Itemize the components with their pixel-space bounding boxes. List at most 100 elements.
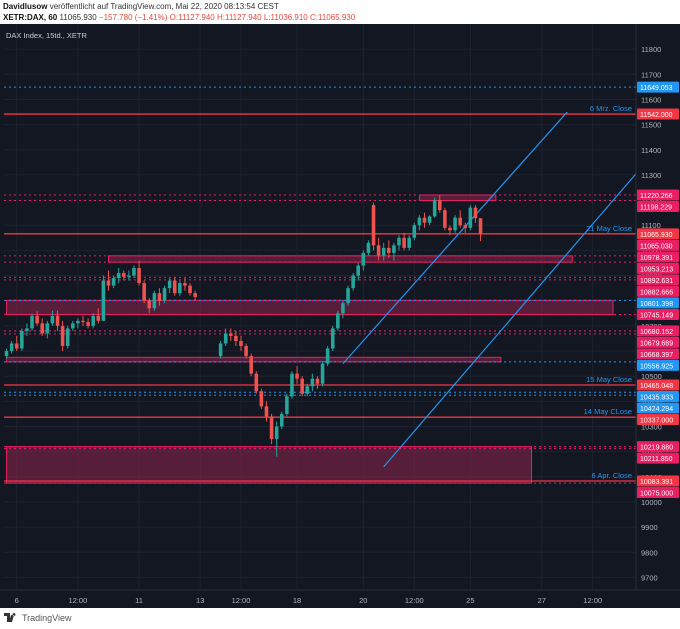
symbol-interval: XETR:DAX, 60 [3, 13, 58, 22]
ohlc-values: O:11127.940 H:11127.940 L:11036.910 C:11… [169, 13, 356, 22]
price-tag-label: 10882.666 [640, 289, 673, 296]
price-tag-label: 11542.000 [640, 112, 673, 119]
candle-body [320, 363, 325, 384]
price-chart[interactable]: 6 Mrz. Close 21 May Close 15 May Close 14 M… [0, 24, 680, 608]
close-level-label: 21 May Close [586, 224, 632, 233]
candle-body [40, 323, 45, 334]
candle-body [300, 378, 304, 394]
close-level-label: 14 May CLose [584, 407, 632, 416]
candle-body [305, 386, 310, 394]
candle-body [81, 320, 85, 323]
candle-body [193, 293, 197, 297]
close-level-label: 6 Apr. Close [592, 471, 632, 480]
candle-body [336, 313, 340, 329]
price-tag-label: 10075.000 [640, 490, 673, 497]
candle-body [172, 280, 177, 294]
price-tag-label: 10978.391 [640, 255, 673, 262]
candle-body [65, 328, 70, 346]
candle-body [402, 237, 406, 248]
price-tag-label: 10424.294 [640, 406, 673, 413]
x-tick-label: 13 [196, 596, 204, 605]
x-tick-label: 18 [293, 596, 301, 605]
candle-body [244, 345, 248, 357]
close-level-label: 15 May Close [586, 375, 632, 384]
candle-body [111, 278, 116, 286]
candle-body [229, 333, 233, 336]
candle-body [381, 247, 386, 256]
candle-body [285, 396, 289, 414]
candle-body [76, 320, 80, 324]
candle-body [376, 245, 381, 256]
candle-body [183, 283, 187, 286]
price-tag-label: 10219.880 [640, 445, 673, 452]
price-tag-label: 10337.000 [640, 417, 673, 424]
price-tag [637, 475, 679, 487]
candle-body [295, 373, 299, 379]
candle-body [4, 351, 9, 357]
y-tick-label: 10300 [641, 422, 662, 431]
candle-body [417, 217, 422, 226]
price-tag [637, 189, 679, 201]
y-tick-label: 9800 [641, 548, 658, 557]
candle-body [254, 373, 259, 392]
close-level-label: 6 Mrz. Close [590, 104, 632, 113]
price-tag [637, 297, 679, 309]
x-tick-label: 12:00 [69, 596, 88, 605]
price-tag [637, 336, 679, 348]
y-tick-label: 11100 [641, 221, 661, 230]
brand-name: TradingView [22, 612, 72, 623]
candle-body [50, 315, 55, 324]
y-tick-label: 11400 [641, 146, 661, 155]
price-tag-label: 10668.397 [640, 352, 673, 359]
candle-body [71, 323, 75, 329]
chart-area[interactable]: 6 Mrz. Close 21 May Close 15 May Close 14 M… [0, 24, 680, 608]
candle-body [427, 216, 432, 223]
y-tick-label: 11600 [641, 95, 661, 104]
price-tag [637, 452, 679, 464]
chart-title: DAX Index, 15td., XETR [6, 31, 87, 40]
price-tag [637, 379, 679, 391]
y-tick-label: 9900 [641, 523, 658, 532]
candle-body [346, 288, 350, 304]
candle-body [249, 356, 253, 374]
footer: TradingView [0, 608, 680, 629]
candle-body [468, 207, 473, 228]
candle-body [407, 237, 411, 248]
candle-body [412, 225, 417, 238]
tradingview-logo[interactable]: TradingView [4, 612, 72, 623]
price-tag-label: 10465.048 [640, 383, 673, 390]
price-change: −157.780 (−1.41%) [98, 13, 168, 22]
candle-body [121, 273, 126, 277]
candle-body [142, 283, 146, 301]
price-tag-label: 10083.391 [640, 479, 673, 486]
candle-body [147, 300, 152, 309]
candle-body [127, 275, 131, 277]
candle-body [239, 340, 243, 346]
price-tag [637, 108, 679, 120]
x-tick-label: 12:00 [405, 596, 424, 605]
candle-body [366, 242, 371, 253]
x-tick-label: 12:00 [232, 596, 251, 605]
candle-body [178, 283, 182, 294]
candle-body [218, 343, 223, 357]
y-tick-label: 10000 [641, 498, 662, 507]
candle-body [20, 330, 24, 349]
price-tag [637, 274, 679, 286]
candle-body [290, 373, 294, 397]
candle-body [101, 280, 106, 321]
x-tick-label: 25 [466, 596, 474, 605]
candle-body [463, 225, 468, 228]
resistance-zone [418, 194, 497, 202]
candle-body [223, 333, 228, 344]
y-tick-label: 11800 [641, 45, 661, 54]
candle-body [325, 348, 330, 364]
price-tag-label: 10953.213 [640, 266, 673, 273]
candle-body [341, 303, 345, 314]
price-tag [637, 390, 679, 402]
y-tick-label: 11300 [641, 171, 661, 180]
y-tick-label: 9700 [641, 573, 658, 582]
author-name[interactable]: Davidlusow [3, 2, 48, 11]
candle-body [9, 343, 14, 352]
resistance-zone [6, 356, 502, 363]
candle-body [157, 293, 162, 301]
